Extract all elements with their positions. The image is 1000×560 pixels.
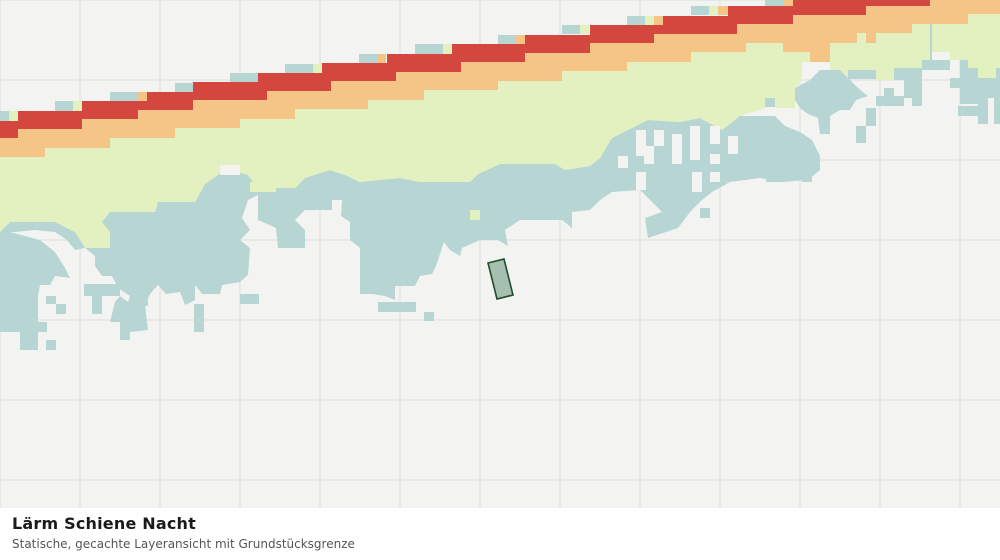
teal-block [765,0,783,6]
teal-block [92,296,102,314]
orange-zone-main [0,0,1000,157]
yellow-block [709,6,718,15]
yellow-zone-east [932,14,1000,78]
noise-band-orange [0,0,1000,157]
orange-block [516,35,525,44]
teal-block [175,83,193,92]
gap-block [710,154,720,164]
teal-block [359,54,377,63]
map-gaps [220,126,738,192]
teal-block [884,88,894,96]
teal-block [894,68,922,80]
noise-band-red [0,0,930,138]
teal-block [950,78,968,88]
teal-block [498,35,516,44]
gap-block [636,172,646,190]
noise-band-yellow [0,6,1000,248]
teal-block [996,68,1000,78]
gap-block [618,156,628,168]
teal-block [978,98,988,124]
teal-block [922,60,950,70]
gap-block [636,130,646,156]
gap-block [654,130,664,146]
teal-block [994,98,1000,124]
teal-block [230,73,258,82]
teal-block [802,170,812,182]
gap-block [710,126,720,144]
gap-block [672,146,682,164]
gap-block [690,126,700,160]
teal-block [84,284,120,296]
yellow-block [443,44,452,54]
gap-block [728,136,738,154]
yellow-block [580,25,589,34]
teal-block [876,96,904,106]
teal-block [766,172,784,182]
teal-block [976,78,1000,98]
yellow-block [645,16,654,25]
teal-block [424,312,434,321]
noise-band-teal [0,0,1000,350]
gap-block [710,172,720,182]
teal-block [562,25,580,34]
orange-block [718,6,728,15]
gap-block [672,134,682,146]
teal-block [765,98,775,107]
teal-block [691,6,709,15]
layer-subtitle: Statische, gecachte Layeransicht mit Gru… [12,537,355,551]
orange-block [377,54,386,63]
teal-block [866,108,876,126]
teal-block [415,44,443,54]
teal-zone-main [0,116,820,340]
red-zone-main [0,0,930,138]
teal-block [960,60,978,104]
orange-block [783,0,793,6]
teal-block [856,126,866,143]
orange-block [138,92,147,102]
teal-block [912,96,922,106]
yellow-zone-northeast [830,24,930,80]
teal-zone-west [0,232,70,350]
teal-block [240,294,259,304]
map-view[interactable] [0,0,1000,508]
teal-block [55,101,73,111]
teal-block [700,208,710,218]
teal-block [285,64,313,73]
yellow-block [9,111,18,121]
yellow-zone-main [0,43,810,232]
gap-block [644,146,654,164]
teal-block [378,302,416,312]
map-caption: Lärm Schiene Nacht Statische, gecachte L… [0,508,1000,560]
gap-block [692,172,702,192]
teal-block [46,340,56,350]
yellow-block [470,210,480,220]
teal-block [0,111,9,121]
teal-block [627,16,645,25]
teal-block [470,190,480,210]
teal-block [46,296,56,304]
parcel-boundary[interactable] [487,258,514,300]
teal-block [848,70,876,79]
teal-block [904,80,922,98]
map-canvas[interactable] [0,0,1000,508]
teal-block [958,106,978,116]
yellow-block [313,64,322,73]
teal-block [56,304,66,314]
yellow-block [73,101,82,111]
teal-block [194,304,204,332]
yellow-block [250,182,276,192]
orange-block [654,16,663,25]
teal-block [138,294,148,306]
gap-block [220,165,240,175]
yellow-zone-patch [75,222,110,248]
teal-block [110,92,138,102]
layer-title: Lärm Schiene Nacht [12,514,196,533]
teal-zone-northeast [795,70,868,134]
